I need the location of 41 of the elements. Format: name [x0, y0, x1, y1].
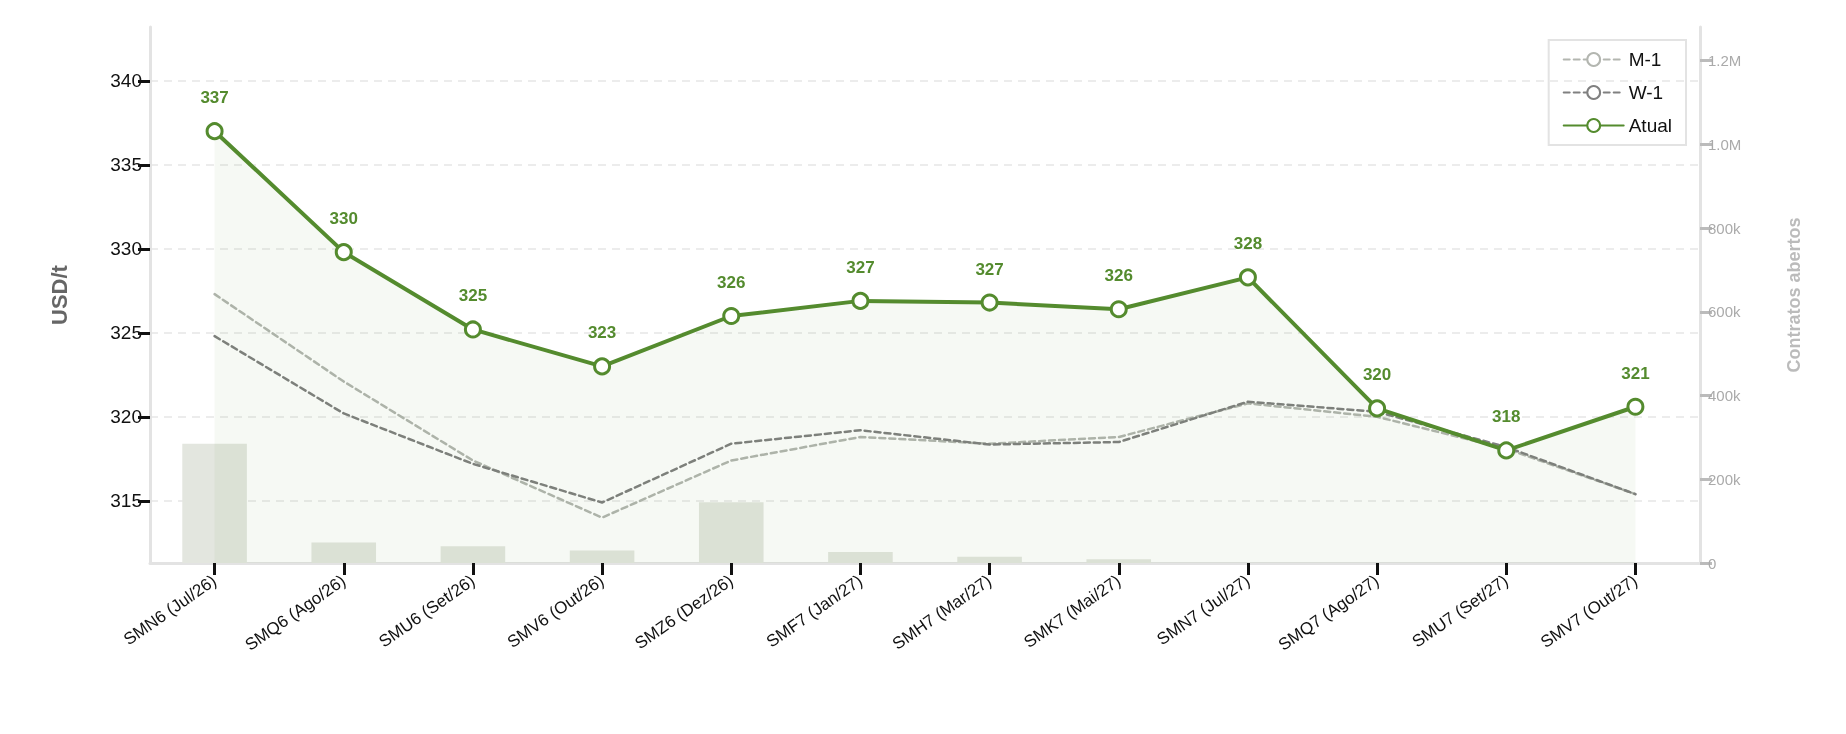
y2-tick-label: 200k [1708, 470, 1742, 488]
legend-label: W-1 [1628, 82, 1664, 103]
y-tick-label: 335 [110, 154, 142, 176]
point [1626, 397, 1645, 416]
y2-tick-label: 400k [1708, 387, 1742, 404]
y2-tick-label: 600k [1708, 303, 1742, 321]
y2-tick-label: 1.0M [1708, 135, 1742, 153]
data-label: 326 [717, 273, 746, 292]
data-label: 325 [458, 286, 488, 306]
point [593, 357, 612, 376]
data-label: 323 [587, 323, 617, 343]
y-tick-label: 325 [110, 322, 142, 344]
point [463, 320, 482, 339]
y2-tick-label: 1.2M [1708, 52, 1742, 69]
y2-tick-label: 800k [1708, 219, 1742, 237]
point [1109, 300, 1128, 319]
y-tick-label: 320 [110, 406, 142, 428]
y2-axis-title: Contratos abertos [1784, 217, 1804, 373]
legend-label: M-1 [1628, 49, 1662, 70]
point [334, 243, 353, 262]
data-label: 327 [975, 259, 1004, 279]
point [722, 307, 741, 325]
data-label: 330 [329, 209, 358, 229]
y-tick-label: 330 [110, 238, 142, 260]
y2-tick-label: 0 [1708, 554, 1717, 572]
data-label: 337 [200, 88, 229, 108]
data-label: 328 [1233, 234, 1263, 254]
data-label: 327 [846, 257, 875, 277]
point [1497, 441, 1516, 460]
legend-label: Atual [1628, 115, 1673, 136]
point [1368, 399, 1387, 418]
y-axis-title: USD/t [46, 264, 72, 325]
data-label: 326 [1104, 266, 1133, 286]
data-label: 318 [1492, 407, 1521, 427]
point [980, 293, 999, 312]
point [1238, 268, 1257, 287]
point [851, 291, 870, 310]
data-label: 321 [1621, 363, 1650, 383]
point [205, 122, 224, 141]
y-tick-label: 340 [110, 70, 142, 92]
data-label: 320 [1362, 365, 1392, 385]
